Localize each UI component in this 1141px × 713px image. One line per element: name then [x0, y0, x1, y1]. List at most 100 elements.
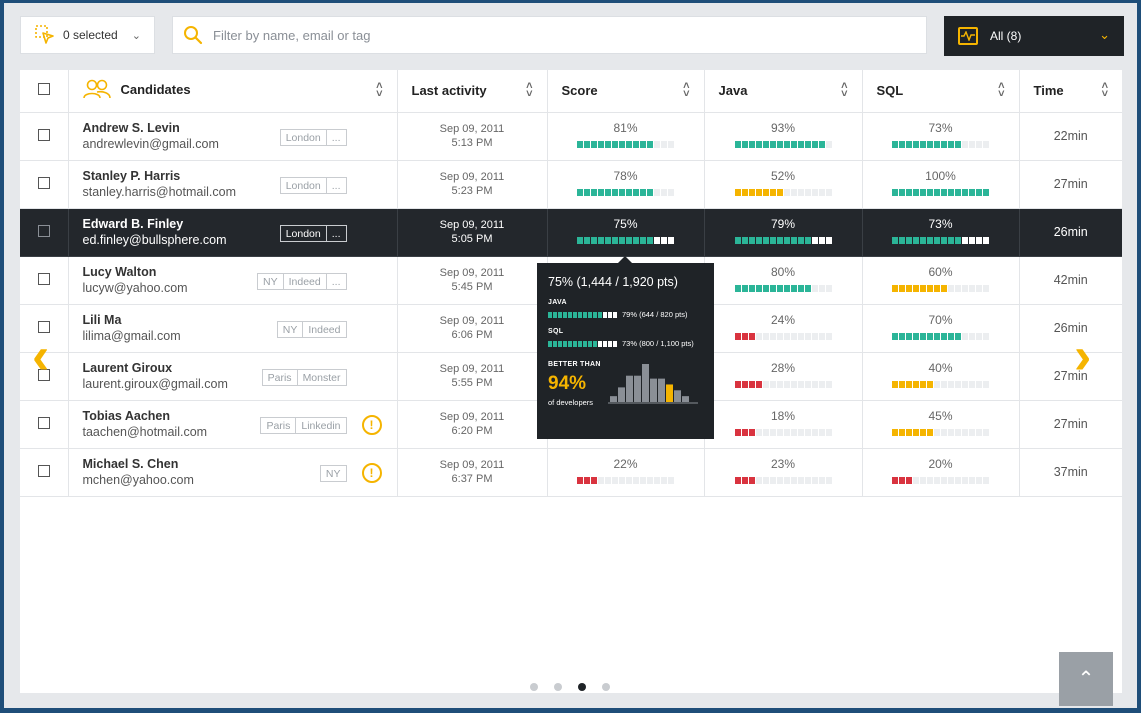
row-checkbox-cell[interactable]	[20, 448, 69, 497]
tag[interactable]: Indeed	[303, 320, 347, 338]
candidate-name[interactable]: Edward B. Finley	[82, 217, 184, 231]
sql-cell[interactable]: 100%	[862, 160, 1020, 209]
java-cell[interactable]: 24%	[704, 304, 863, 353]
candidate-name[interactable]: Michael S. Chen	[82, 457, 179, 471]
table-row[interactable]: Andrew S. Levin andrewlevin@gmail.com Lond…	[20, 112, 1122, 161]
row-checkbox[interactable]	[37, 320, 50, 333]
sort-icon[interactable]: ˄ ˅	[998, 80, 1005, 100]
pagination-dot[interactable]	[554, 683, 562, 691]
java-cell[interactable]: 52%	[704, 160, 863, 209]
tag[interactable]: ...	[326, 224, 347, 242]
row-checkbox[interactable]	[37, 272, 50, 285]
java-cell[interactable]: 80%	[704, 256, 863, 305]
table-row[interactable]: Lucy Walton lucyw@yahoo.com NY Indeed... Sep…	[20, 256, 1122, 305]
filter-input[interactable]	[213, 27, 893, 43]
candidate-name[interactable]: Andrew S. Levin	[82, 121, 180, 135]
sql-cell[interactable]: 73%	[862, 208, 1020, 257]
candidate-name[interactable]: Lucy Walton	[82, 265, 157, 279]
row-checkbox-cell[interactable]	[20, 352, 69, 401]
row-checkbox[interactable]	[37, 176, 50, 189]
table-row[interactable]: Tobias Aachen taachen@hotmail.com Paris Lin…	[20, 400, 1122, 449]
tag[interactable]: London	[279, 224, 327, 242]
tag[interactable]: Paris	[261, 368, 298, 386]
row-checkbox-cell[interactable]	[20, 304, 69, 353]
tag[interactable]: Monster	[297, 368, 347, 386]
sql-cell[interactable]: 45%	[862, 400, 1020, 449]
java-cell[interactable]: 23%	[704, 448, 863, 497]
java-cell[interactable]: 28%	[704, 352, 863, 401]
candidate-cell[interactable]: Lili Ma lilima@gmail.com NY Indeed	[68, 304, 398, 353]
pagination-dot[interactable]	[530, 683, 538, 691]
table-row[interactable]: Stanley P. Harris stanley.harris@hotmail.…	[20, 160, 1122, 209]
tag[interactable]: NY	[257, 272, 284, 290]
tag[interactable]: London	[279, 128, 327, 146]
column-sql[interactable]: SQL ˄ ˅	[862, 70, 1020, 113]
row-checkbox[interactable]	[37, 416, 50, 429]
table-row[interactable]: Michael S. Chen mchen@yahoo.com NY! Sep 09,…	[20, 448, 1122, 497]
score-cell[interactable]: 81%	[547, 112, 705, 161]
sql-cell[interactable]: 20%	[862, 448, 1020, 497]
candidate-name[interactable]: Lili Ma	[82, 313, 122, 327]
tag[interactable]: Indeed	[283, 272, 327, 290]
sort-icon[interactable]: ˄ ˅	[376, 80, 383, 100]
candidate-name[interactable]: Tobias Aachen	[82, 409, 171, 423]
score-cell[interactable]: 75%	[547, 208, 705, 257]
candidate-cell[interactable]: Laurent Giroux laurent.giroux@gmail.com Pa…	[68, 352, 398, 401]
sql-cell[interactable]: 60%	[862, 256, 1020, 305]
row-checkbox[interactable]	[37, 224, 50, 237]
tag[interactable]: Paris	[260, 416, 297, 434]
tag[interactable]: NY	[319, 464, 347, 482]
column-candidates[interactable]: Candidates ˄ ˅	[68, 70, 398, 113]
pagination-dot[interactable]	[578, 683, 586, 691]
select-all-checkbox[interactable]	[37, 83, 50, 96]
row-checkbox-cell[interactable]	[20, 208, 69, 257]
candidate-name[interactable]: Stanley P. Harris	[82, 169, 181, 183]
column-time[interactable]: Time ˄ ˅	[1019, 70, 1122, 113]
candidate-cell[interactable]: Andrew S. Levin andrewlevin@gmail.com Lond…	[68, 112, 398, 161]
chevron-left-icon[interactable]: ‹	[32, 327, 50, 385]
filter-field[interactable]	[172, 16, 927, 54]
select-all-checkbox-cell[interactable]	[20, 70, 69, 113]
sort-icon[interactable]: ˄ ˅	[841, 80, 848, 100]
sort-icon[interactable]: ˄ ˅	[1101, 80, 1108, 100]
row-checkbox[interactable]	[37, 464, 50, 477]
column-last-activity[interactable]: Last activity ˄ ˅	[397, 70, 548, 113]
warning-icon[interactable]: !	[361, 462, 382, 483]
java-cell[interactable]: 18%	[704, 400, 863, 449]
candidate-cell[interactable]: Michael S. Chen mchen@yahoo.com NY!	[68, 448, 398, 497]
tag[interactable]: Linkedin	[296, 416, 347, 434]
warning-icon[interactable]: !	[361, 414, 382, 435]
scroll-to-top-button[interactable]: ⌃	[1059, 652, 1113, 706]
candidate-cell[interactable]: Stanley P. Harris stanley.harris@hotmail.…	[68, 160, 398, 209]
candidate-cell[interactable]: Tobias Aachen taachen@hotmail.com Paris Lin…	[68, 400, 398, 449]
row-checkbox[interactable]	[37, 128, 50, 141]
view-filter-dropdown[interactable]: All (8) ⌄	[944, 16, 1124, 56]
tag[interactable]: ...	[326, 176, 347, 194]
tag[interactable]: London	[279, 176, 327, 194]
column-java[interactable]: Java ˄ ˅	[704, 70, 863, 113]
sql-cell[interactable]: 70%	[862, 304, 1020, 353]
pagination-dot[interactable]	[602, 683, 610, 691]
chevron-right-icon[interactable]: ›	[1074, 327, 1092, 385]
java-cell[interactable]: 93%	[704, 112, 863, 161]
score-cell[interactable]: 22%	[547, 448, 705, 497]
score-cell[interactable]: 78%	[547, 160, 705, 209]
row-checkbox-cell[interactable]	[20, 160, 69, 209]
selection-dropdown[interactable]: 0 selected ⌄	[20, 16, 155, 54]
candidate-name[interactable]: Laurent Giroux	[82, 361, 173, 375]
table-row[interactable]: Edward B. Finley ed.finley@bullsphere.com…	[20, 208, 1122, 257]
tag[interactable]: ...	[326, 128, 347, 146]
sort-icon[interactable]: ˄ ˅	[526, 80, 533, 100]
row-checkbox-cell[interactable]	[20, 112, 69, 161]
row-checkbox-cell[interactable]	[20, 256, 69, 305]
java-cell[interactable]: 79%	[704, 208, 863, 257]
candidate-cell[interactable]: Lucy Walton lucyw@yahoo.com NY Indeed...	[68, 256, 398, 305]
candidate-cell[interactable]: Edward B. Finley ed.finley@bullsphere.com…	[68, 208, 398, 257]
sql-cell[interactable]: 73%	[862, 112, 1020, 161]
sort-icon[interactable]: ˄ ˅	[683, 80, 690, 100]
sql-cell[interactable]: 40%	[862, 352, 1020, 401]
column-score[interactable]: Score ˄ ˅	[547, 70, 705, 113]
row-checkbox[interactable]	[37, 368, 50, 381]
tag[interactable]: ...	[326, 272, 347, 290]
row-checkbox-cell[interactable]	[20, 400, 69, 449]
